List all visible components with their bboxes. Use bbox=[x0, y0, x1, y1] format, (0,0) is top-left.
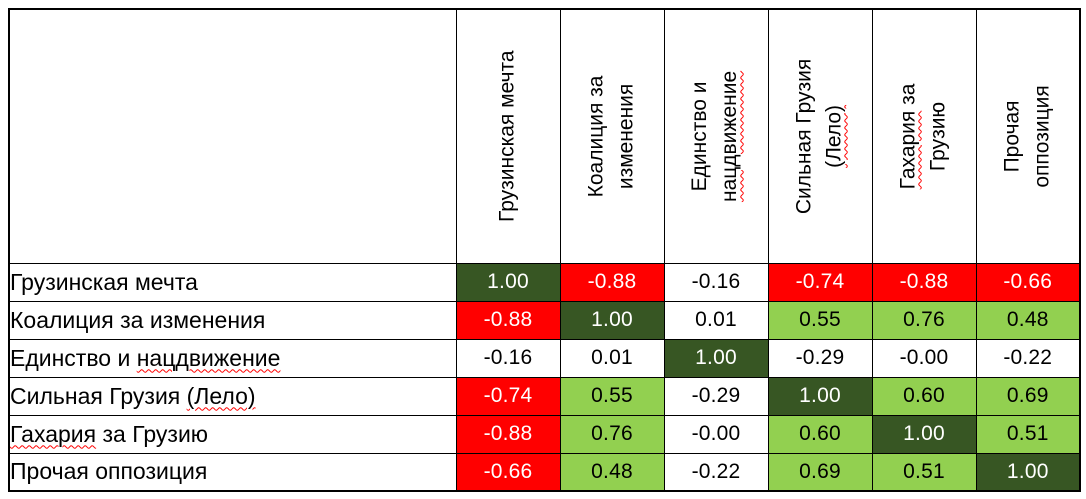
correlation-cell-0-5[interactable]: -0.66 bbox=[975, 262, 1081, 302]
correlation-cell-1-0[interactable]: -0.88 bbox=[455, 300, 561, 340]
text-run: Сильная Грузия bbox=[792, 58, 816, 214]
column-header-1[interactable]: Коалиция за изменения bbox=[559, 8, 665, 264]
correlation-cell-2-3[interactable]: -0.29 bbox=[767, 338, 873, 378]
corner-cell[interactable] bbox=[8, 8, 457, 264]
header-line: Прочая bbox=[1000, 100, 1024, 173]
correlation-cell-5-0[interactable]: -0.66 bbox=[455, 452, 561, 492]
correlation-cell-1-3[interactable]: 0.55 bbox=[767, 300, 873, 340]
correlation-matrix-table: Грузинская мечта Коалиция за изменения Един… bbox=[8, 8, 1081, 492]
correlation-cell-0-4[interactable]: -0.88 bbox=[871, 262, 977, 302]
correlation-cell-4-5[interactable]: 0.51 bbox=[975, 414, 1081, 454]
column-header-0[interactable]: Грузинская мечта bbox=[455, 8, 561, 264]
misspelled-word: Гахария bbox=[896, 110, 920, 190]
rotated-header-wrap: Гахария за Грузию bbox=[873, 10, 976, 263]
header-line: Грузию bbox=[924, 83, 954, 189]
table-row: Сильная Грузия (Лело) -0.74 0.55 -0.29 1.00 0… bbox=[8, 376, 1081, 416]
misspelled-word: нацдвижение bbox=[719, 70, 742, 202]
header-line: изменения bbox=[615, 83, 639, 189]
column-header-label: Гахария за Грузию bbox=[894, 83, 955, 189]
correlation-cell-4-0[interactable]: -0.88 bbox=[455, 414, 561, 454]
column-header-label: Прочая оппозиция bbox=[997, 85, 1058, 187]
row-header-4[interactable]: Гахария за Грузию bbox=[8, 414, 457, 454]
column-header-label: Коалиция за изменения bbox=[582, 75, 643, 197]
column-header-5[interactable]: Прочая оппозиция bbox=[975, 8, 1081, 264]
correlation-cell-5-1[interactable]: 0.48 bbox=[559, 452, 665, 492]
column-header-label: Сильная Грузия (Лело) bbox=[790, 59, 851, 214]
correlation-cell-5-5[interactable]: 1.00 bbox=[975, 452, 1081, 492]
rotated-header-wrap: Прочая оппозиция bbox=[977, 10, 1080, 263]
header-line: (Лело) bbox=[820, 59, 850, 214]
column-header-2[interactable]: Единство и нацдвижение bbox=[663, 8, 769, 264]
header-line: Сильная Грузия bbox=[790, 59, 820, 214]
text-run: Единство и bbox=[688, 81, 712, 192]
text-run: за bbox=[896, 83, 920, 111]
row-header-3[interactable]: Сильная Грузия (Лело) bbox=[8, 376, 457, 416]
text-run: за Грузию bbox=[96, 420, 209, 447]
header-line: нацдвижение bbox=[716, 71, 746, 202]
header-line: Гахария за bbox=[894, 83, 924, 189]
correlation-cell-3-5[interactable]: 0.69 bbox=[975, 376, 1081, 416]
correlation-cell-5-2[interactable]: -0.22 bbox=[663, 452, 769, 492]
table-row: Гахария за Грузию -0.88 0.76 -0.00 0.60 1.00 0… bbox=[8, 414, 1081, 454]
correlation-cell-2-1[interactable]: 0.01 bbox=[559, 338, 665, 378]
text-run: Единство и bbox=[10, 344, 137, 371]
rotated-header-wrap: Сильная Грузия (Лело) bbox=[769, 10, 872, 263]
correlation-cell-4-1[interactable]: 0.76 bbox=[559, 414, 665, 454]
correlation-cell-3-3[interactable]: 1.00 bbox=[767, 376, 873, 416]
correlation-cell-5-3[interactable]: 0.69 bbox=[767, 452, 873, 492]
header-line: Грузинская мечта bbox=[495, 50, 519, 223]
correlation-cell-1-5[interactable]: 0.48 bbox=[975, 300, 1081, 340]
table-row: Грузинская мечта 1.00 -0.88 -0.16 -0.74 -0.88… bbox=[8, 262, 1081, 302]
correlation-cell-2-0[interactable]: -0.16 bbox=[455, 338, 561, 378]
table-row: Коалиция за изменения -0.88 1.00 0.01 0.55 0.… bbox=[8, 300, 1081, 340]
misspelled-word: (Лело) bbox=[186, 382, 256, 409]
rotated-header-wrap: Грузинская мечта bbox=[457, 10, 560, 263]
rotated-header-wrap: Единство и нацдвижение bbox=[665, 10, 768, 263]
column-header-label: Грузинская мечта bbox=[493, 50, 523, 222]
correlation-cell-0-1[interactable]: -0.88 bbox=[559, 262, 665, 302]
correlation-cell-0-3[interactable]: -0.74 bbox=[767, 262, 873, 302]
row-header-2[interactable]: Единство и нацдвижение bbox=[8, 338, 457, 378]
row-header-5[interactable]: Прочая оппозиция bbox=[8, 452, 457, 492]
correlation-cell-5-4[interactable]: 0.51 bbox=[871, 452, 977, 492]
row-header-1[interactable]: Коалиция за изменения bbox=[8, 300, 457, 340]
correlation-cell-4-2[interactable]: -0.00 bbox=[663, 414, 769, 454]
table-row: Единство и нацдвижение -0.16 0.01 1.00 -0.29… bbox=[8, 338, 1081, 378]
correlation-cell-0-0[interactable]: 1.00 bbox=[455, 262, 561, 302]
correlation-cell-3-0[interactable]: -0.74 bbox=[455, 376, 561, 416]
correlation-cell-1-2[interactable]: 0.01 bbox=[663, 300, 769, 340]
misspelled-word: нацдвижение bbox=[136, 344, 281, 371]
column-header-3[interactable]: Сильная Грузия (Лело) bbox=[767, 8, 873, 264]
correlation-cell-1-1[interactable]: 1.00 bbox=[559, 300, 665, 340]
header-line: оппозиция bbox=[1030, 85, 1054, 188]
misspelled-word: Гахария bbox=[10, 420, 97, 447]
correlation-cell-4-3[interactable]: 0.60 bbox=[767, 414, 873, 454]
correlation-cell-2-5[interactable]: -0.22 bbox=[975, 338, 1081, 378]
column-header-4[interactable]: Гахария за Грузию bbox=[871, 8, 977, 264]
column-header-row: Грузинская мечта Коалиция за изменения Един… bbox=[8, 8, 1081, 264]
correlation-cell-2-4[interactable]: -0.00 bbox=[871, 338, 977, 378]
column-header-label: Единство и нацдвижение bbox=[686, 71, 747, 202]
correlation-cell-3-4[interactable]: 0.60 bbox=[871, 376, 977, 416]
correlation-cell-3-1[interactable]: 0.55 bbox=[559, 376, 665, 416]
header-line: Коалиция за bbox=[584, 75, 608, 198]
table-row: Прочая оппозиция -0.66 0.48 -0.22 0.69 0.51 1.… bbox=[8, 452, 1081, 492]
correlation-cell-3-2[interactable]: -0.29 bbox=[663, 376, 769, 416]
correlation-cell-1-4[interactable]: 0.76 bbox=[871, 300, 977, 340]
header-line: Единство и bbox=[686, 71, 716, 202]
correlation-cell-4-4[interactable]: 1.00 bbox=[871, 414, 977, 454]
text-run: Грузию bbox=[927, 101, 951, 171]
row-header-0[interactable]: Грузинская мечта bbox=[8, 262, 457, 302]
text-run: Сильная Грузия bbox=[10, 382, 187, 409]
correlation-matrix-sheet: Грузинская мечта Коалиция за изменения Един… bbox=[8, 8, 1081, 492]
correlation-cell-0-2[interactable]: -0.16 bbox=[663, 262, 769, 302]
rotated-header-wrap: Коалиция за изменения bbox=[561, 10, 664, 263]
correlation-cell-2-2[interactable]: 1.00 bbox=[663, 338, 769, 378]
misspelled-word: (Лело) bbox=[823, 104, 847, 168]
